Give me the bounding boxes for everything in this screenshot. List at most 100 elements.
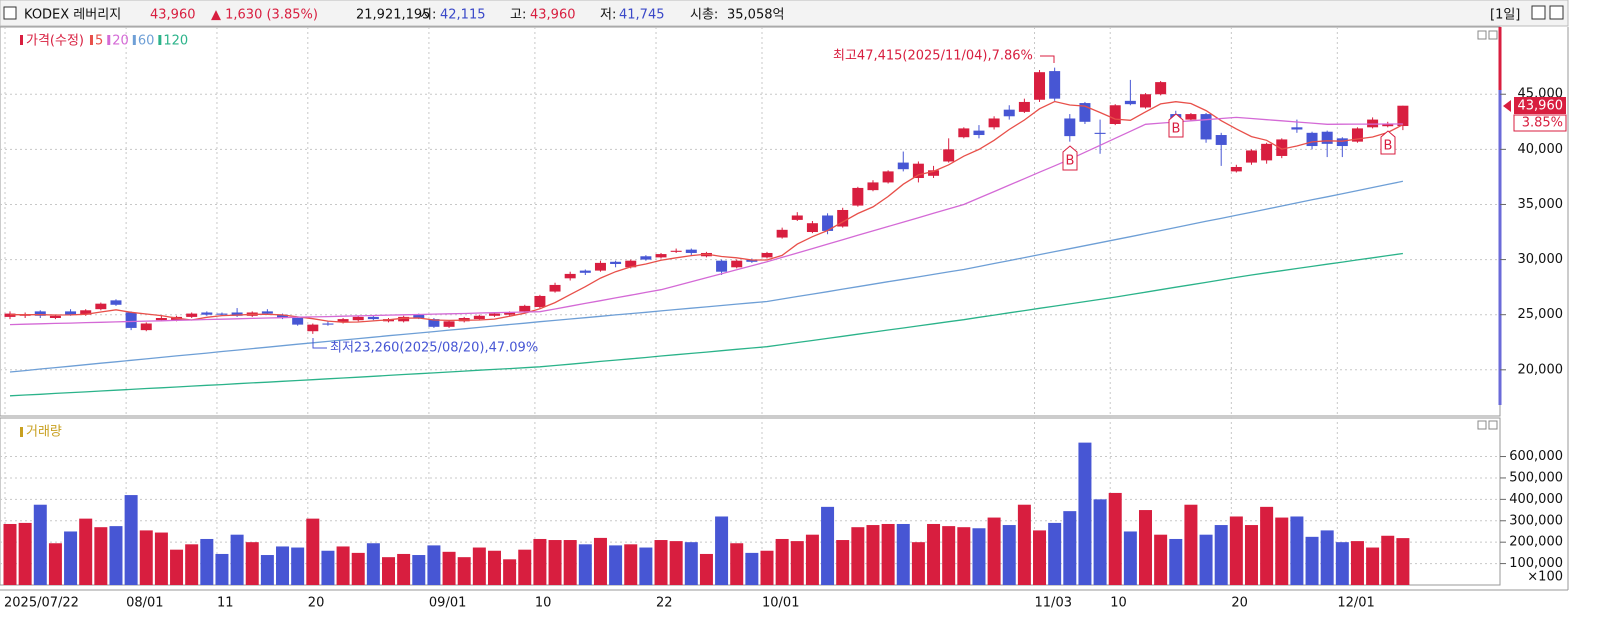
y-tick-label: 400,000 (1509, 492, 1563, 507)
volume-bar (821, 506, 835, 585)
volume-bar (927, 523, 941, 585)
candle-body (1367, 119, 1379, 128)
volume-bar (1290, 516, 1304, 585)
volume-bar (1275, 517, 1289, 585)
volume-bar (397, 553, 411, 585)
period[interactable]: [1일] (1490, 8, 1520, 23)
candle-body (367, 316, 379, 320)
candle-body (1351, 128, 1363, 142)
candle-body (504, 312, 516, 315)
open-label: 시: (420, 8, 436, 23)
change-tag (1513, 114, 1567, 132)
close-button[interactable] (1549, 5, 1564, 20)
volume-bar (412, 555, 426, 585)
volume-bar (609, 545, 623, 585)
volume-bar (624, 544, 638, 585)
x-tick-label: 20 (308, 596, 325, 611)
volume-bar (972, 528, 986, 585)
candle-body (564, 273, 576, 279)
ma-line (10, 100, 1404, 323)
low-annotation: 최저23,260(2025/08/20),47.09% (330, 341, 538, 356)
candle-body (1291, 127, 1303, 130)
volume-bar (942, 526, 956, 585)
volume-bar (1335, 542, 1349, 585)
volume-bar (109, 526, 123, 585)
candle-body (837, 209, 849, 227)
high-value: 43,960 (530, 8, 576, 23)
volume-bar (911, 542, 925, 585)
y-tick-label: 200,000 (1509, 535, 1563, 550)
candle-body (1200, 114, 1212, 140)
candle-body (670, 250, 682, 252)
volume-bar (230, 534, 244, 585)
maximize-button[interactable] (1531, 5, 1546, 20)
price-pointer (1503, 100, 1511, 112)
candle-body (1185, 114, 1197, 120)
x-tick-label: 11/03 (1035, 596, 1072, 611)
volume-bar (1017, 504, 1031, 585)
candle-body (277, 314, 289, 318)
candle-body (216, 313, 228, 315)
volume-bar (760, 550, 774, 585)
x-tick-label: 08/01 (126, 596, 163, 611)
candle-body (1261, 143, 1273, 161)
candle-body (473, 315, 485, 320)
unit-note: ×100 (1527, 570, 1563, 585)
panel-button[interactable] (1477, 420, 1487, 430)
signal-marker (1168, 113, 1184, 138)
candle-body (1245, 150, 1257, 163)
volume-bar (1350, 541, 1364, 585)
volume-bar (1154, 534, 1168, 585)
volume-bar (457, 557, 471, 585)
volume-bar (291, 547, 305, 585)
volume-bar (427, 545, 441, 585)
candle-body (443, 321, 455, 327)
candle-body (594, 262, 606, 271)
change: ▲ 1,630 (3.85%) (211, 8, 318, 23)
panel-button[interactable] (1477, 30, 1487, 40)
candle-body (625, 260, 637, 268)
legend-label: 120 (163, 34, 188, 49)
candle-body (231, 312, 243, 316)
x-tick-label: 10 (1110, 596, 1127, 611)
candle-body (201, 312, 213, 315)
candle-body (928, 170, 940, 176)
x-tick-label: 10/01 (762, 596, 799, 611)
candle-body (806, 223, 818, 233)
y-tick-label: 600,000 (1509, 449, 1563, 464)
high-annotation: 최고47,415(2025/11/04),7.86% (833, 49, 1033, 64)
candle-body (398, 316, 410, 322)
candle-body (761, 252, 773, 258)
volume-bar (1078, 442, 1092, 585)
volume-bar (669, 541, 683, 585)
candle-body (155, 318, 167, 321)
volume-bar (3, 523, 17, 585)
candle-body (882, 171, 894, 183)
volume-bar (351, 552, 365, 585)
volume-bar (260, 555, 274, 585)
volume-bar (775, 538, 789, 585)
marks: 20,00025,00030,00035,00040,00045,000100,… (3, 34, 1564, 611)
candle-body (1064, 118, 1076, 137)
candle-body (322, 323, 334, 325)
volume-bar (33, 504, 47, 585)
volume-bar (1033, 530, 1047, 585)
y-tick-label: 500,000 (1509, 470, 1563, 485)
panel-button[interactable] (1488, 420, 1498, 430)
signal-label: B (1066, 154, 1075, 169)
legend-swatch (20, 427, 23, 437)
candle-body (822, 215, 834, 231)
candle-body (958, 128, 970, 138)
checkbox[interactable] (3, 6, 17, 20)
y-tick-label: 35,000 (1518, 197, 1564, 212)
candle-body (307, 324, 319, 332)
volume-bar (805, 534, 819, 585)
volume-bar (1169, 538, 1183, 585)
candle-body (912, 163, 924, 179)
panel-button[interactable] (1488, 30, 1498, 40)
candle-body (1276, 139, 1288, 156)
candle-body (685, 249, 697, 253)
volume-bar (382, 557, 395, 585)
cap-value: 35,058억 (727, 8, 784, 23)
candle-body (488, 313, 500, 316)
